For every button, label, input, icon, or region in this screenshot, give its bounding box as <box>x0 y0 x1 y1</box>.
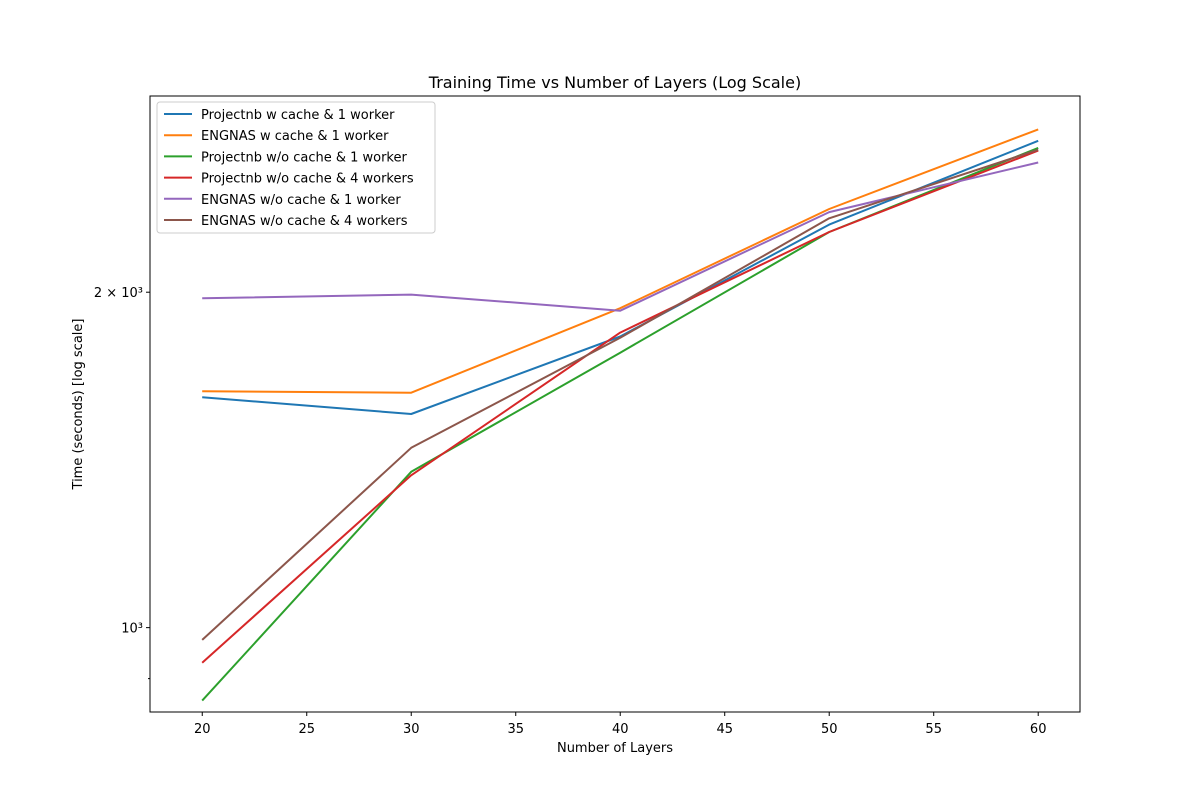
x-tick-label: 55 <box>925 722 942 737</box>
legend-label: ENGNAS w/o cache & 4 workers <box>201 214 408 229</box>
x-tick-label: 45 <box>716 722 733 737</box>
legend: Projectnb w cache & 1 worker ENGNAS w cac… <box>156 101 436 234</box>
y-axis-label: Time (seconds) [log scale] <box>71 319 86 491</box>
legend-label: ENGNAS w/o cache & 1 worker <box>201 193 401 208</box>
series-line-4 <box>201 149 1039 664</box>
legend-box <box>156 101 436 234</box>
x-tick-label: 20 <box>194 722 211 737</box>
y-tick-label: 10³ <box>121 622 143 637</box>
legend-label: Projectnb w cache & 1 worker <box>201 108 395 123</box>
x-axis-ticks: 20 25 30 35 40 45 50 55 60 <box>194 712 1047 737</box>
x-tick-label: 40 <box>612 722 629 737</box>
x-tick-label: 60 <box>1030 722 1047 737</box>
legend-label: Projectnb w/o cache & 4 workers <box>201 172 414 187</box>
x-axis-label: Number of Layers <box>557 741 673 756</box>
x-tick-label: 50 <box>821 722 838 737</box>
series-layer <box>201 128 1039 702</box>
legend-label: Projectnb w/o cache & 1 worker <box>201 150 407 165</box>
plot-frame <box>149 95 1081 713</box>
chart-title: Training Time vs Number of Layers (Log S… <box>428 73 801 92</box>
x-tick-label: 35 <box>507 722 524 737</box>
x-tick-label: 25 <box>298 722 315 737</box>
y-tick-label: 2 × 10³ <box>94 286 143 301</box>
series-line-2 <box>202 128 1039 394</box>
series-line-1 <box>202 139 1039 415</box>
series-line-6 <box>201 148 1039 641</box>
y-axis-ticks: 10³ 2 × 10³ <box>94 286 150 680</box>
x-tick-label: 30 <box>403 722 420 737</box>
legend-label: ENGNAS w cache & 1 worker <box>201 129 389 144</box>
